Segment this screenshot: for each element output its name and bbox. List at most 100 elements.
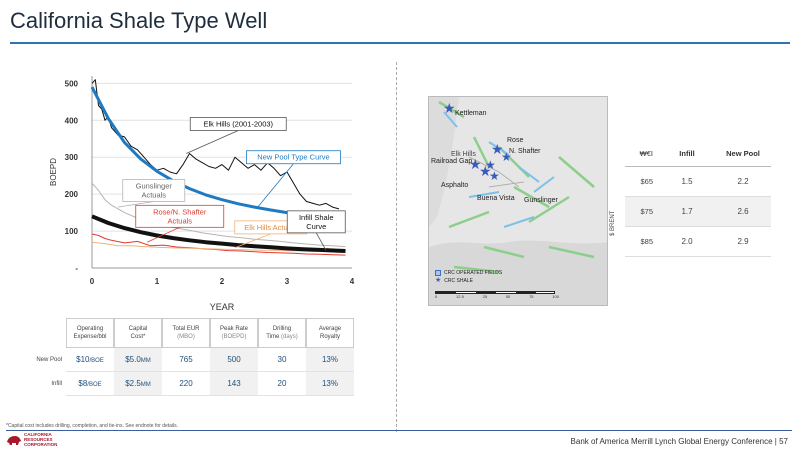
california-fields-map: ★ ★ ★ ★ ★ ★ ★ Kettleman Rose N. Shafter …	[428, 96, 608, 306]
svg-text:★: ★	[489, 169, 500, 183]
y-tick-label: 500	[65, 79, 79, 88]
callout-leader	[257, 163, 294, 208]
scale-label: 25	[482, 294, 488, 299]
svg-text:★: ★	[491, 141, 504, 157]
callout-leader	[315, 232, 327, 251]
price-row: $85 2.0 2.9	[625, 226, 771, 257]
y-axis-title: BOEPD	[49, 158, 58, 186]
price-cell: 1.5	[659, 166, 715, 197]
callout-label: Elk Hills (2001-2003)	[203, 120, 273, 129]
legend-label: CRC SHALE	[444, 278, 473, 284]
legend-label: CRC OPERATED FIELDS	[444, 270, 503, 276]
y-tick-label: 300	[65, 153, 79, 162]
metrics-header-sub: (MBO)	[177, 334, 195, 340]
callout-label: Infill Shale Curve	[299, 213, 334, 231]
callout-leader	[117, 201, 154, 208]
map-scale-bar: 0 12.5 25 50 75 100	[435, 291, 559, 299]
x-tick-label: 4	[350, 277, 355, 286]
shale-star-markers: ★ ★ ★ ★ ★ ★ ★	[443, 100, 512, 183]
y-tick-label: 200	[65, 190, 79, 199]
callout-box	[189, 117, 287, 131]
price-col-new-pool: New Pool	[715, 142, 771, 167]
bear-logo-icon	[7, 436, 21, 445]
metrics-cell: $8/BOE	[66, 372, 114, 396]
series-line-5	[91, 214, 346, 253]
metrics-cell: 765	[162, 348, 210, 372]
callout-label: Gunslinger Actuals	[136, 181, 173, 199]
metrics-unit: MM	[140, 358, 151, 364]
metrics-header-line1: Average	[318, 325, 342, 332]
footnote: *Capital cost includes drilling, complet…	[6, 423, 179, 429]
metrics-row-new-pool: New Pool $10/BOE $5.0MM 765 500 30 13%	[28, 348, 354, 372]
price-label: $65	[625, 166, 659, 197]
metrics-header-line2: Cost*	[130, 334, 146, 340]
metrics-unit: /BOE	[89, 358, 104, 364]
metrics-value: $5.0	[125, 355, 141, 364]
metrics-cell: 143	[210, 372, 258, 396]
metrics-cell: 30	[258, 348, 306, 372]
production-chart: 100 200 300 400 500 - 0 1 2 3 4 YEAR BOEPD Elk Hills …	[49, 76, 355, 312]
scale-label: 12.5	[456, 294, 464, 299]
metrics-cell: 13%	[306, 372, 354, 396]
callout-label: Elk Hills Actuals	[244, 223, 297, 232]
x-tick-label: 0	[90, 277, 95, 286]
logo-line: CORPORATION	[24, 442, 58, 447]
brent-axis-label: $ BRENT	[610, 210, 616, 236]
price-cell: 2.0	[659, 226, 715, 257]
svg-text:★: ★	[443, 100, 456, 116]
scale-label: 75	[529, 294, 534, 299]
price-label: $75	[625, 196, 659, 227]
x-axis-title: YEAR	[210, 302, 235, 312]
price-label: $85	[625, 226, 659, 257]
y-tick-label: -	[75, 264, 78, 273]
callout-label: Rose/N. Shafter Actuals	[153, 207, 207, 225]
map-label-kettleman: Kettleman	[455, 110, 487, 117]
map-label-n-shafter: N. Shafter	[509, 148, 541, 155]
metrics-value: $2.5	[125, 379, 141, 388]
metrics-cell: 220	[162, 372, 210, 396]
svg-text:★: ★	[479, 163, 492, 179]
map-graphic: ★ ★ ★ ★ ★ ★ ★	[429, 97, 607, 305]
price-header-row: ₩€I Infill New Pool	[625, 142, 771, 167]
metrics-header: Peak Rate (BOEPD)	[210, 318, 258, 348]
scale-label: 100	[552, 294, 559, 299]
metrics-header: Average Royalty	[306, 318, 354, 348]
map-label-asphalto: Asphalto	[441, 182, 469, 189]
metrics-unit: /BOE	[87, 382, 102, 388]
price-row: $75 1.7 2.6	[625, 196, 771, 227]
map-label-railroad-gap: Railroad Gap	[431, 158, 473, 165]
metrics-cell: $2.5MM	[114, 372, 162, 396]
metrics-header: Capital Cost*	[114, 318, 162, 348]
price-cell: 2.2	[715, 166, 771, 197]
metrics-header-line1: Drilling	[272, 325, 292, 332]
scale-label: 50	[505, 294, 511, 299]
metrics-row-label: New Pool	[36, 357, 62, 363]
type-well-metrics-table: Operating Expense/bbl Capital Cost* Total …	[28, 318, 354, 396]
metrics-unit: MM	[140, 382, 151, 388]
logo-line: CALIFORNIA	[24, 432, 52, 437]
metrics-row-infill: Infill $8/BOE $2.5MM 220 143 20 13%	[28, 372, 354, 396]
callout-box	[122, 179, 186, 202]
scale-bar-graphic	[435, 291, 555, 294]
metrics-header: Operating Expense/bbl	[66, 318, 114, 348]
callout-box	[286, 210, 346, 234]
page-title: California Shale Type Well	[10, 8, 268, 33]
y-tick-label: 400	[65, 116, 79, 125]
metrics-header-sub: (BOEPD)	[221, 334, 247, 340]
callout-box	[135, 204, 225, 228]
map-label-buena-vista: Buena Vista	[477, 195, 515, 202]
metrics-header-line1: Total EUR	[172, 325, 200, 332]
star-icon: ★	[435, 277, 442, 284]
metrics-header-row: Operating Expense/bbl Capital Cost* Total …	[28, 318, 354, 348]
callout-leader	[186, 130, 239, 154]
map-label-gunslinger: Gunslinger	[524, 197, 558, 204]
price-corner: ₩€I	[625, 142, 659, 167]
metrics-cell: $5.0MM	[114, 348, 162, 372]
conference-name: Bank of America Merrill Lynch Global Ene…	[570, 437, 773, 446]
metrics-header: Drilling Time (days)	[258, 318, 306, 348]
callout-leader	[234, 233, 271, 249]
logo-wordmark: CALIFORNIA RESOURCES CORPORATION	[24, 432, 57, 447]
x-tick-label: 2	[220, 277, 225, 286]
metrics-header-line2: Royalty	[319, 334, 340, 340]
price-cell: 2.6	[715, 196, 771, 227]
